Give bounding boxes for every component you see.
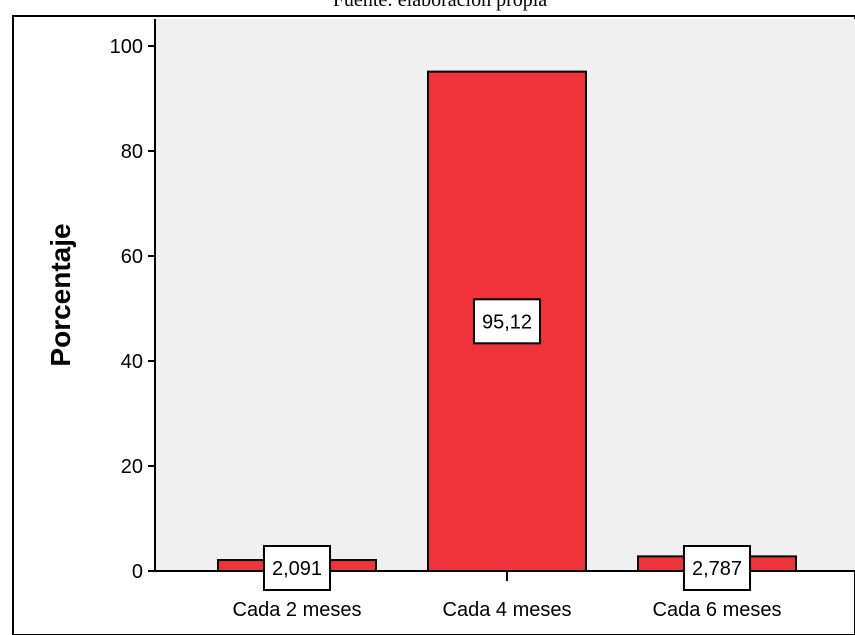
data-label-text: 2,787: [692, 558, 742, 580]
x-tick-label: Cada 2 meses: [233, 599, 362, 621]
x-ticks: Cada 2 meses Cada 4 meses Cada 6 meses: [233, 571, 782, 621]
x-tick-label: Cada 6 meses: [653, 599, 782, 621]
x-tick-label: Cada 4 meses: [443, 599, 572, 621]
y-tick-label: 0: [132, 561, 143, 583]
data-label: 2,091: [262, 545, 332, 591]
data-label-box: [262, 545, 332, 591]
data-label-box: [682, 545, 752, 591]
data-labels: 2,091 95,12 2,787: [262, 298, 752, 591]
y-tick-label: 40: [121, 351, 143, 373]
y-tick-label: 20: [121, 456, 143, 478]
y-ticks: 0 20 40 60 80 100: [110, 36, 155, 583]
y-tick-label: 80: [121, 141, 143, 163]
source-note: Fuente: elaboración propia: [333, 0, 547, 11]
figure-border: [12, 15, 855, 635]
data-label-text: 95,12: [482, 311, 532, 333]
y-tick-label: 100: [110, 36, 143, 58]
y-axis-label: Porcentaje: [45, 223, 76, 366]
data-label-text: 2,091: [272, 558, 322, 580]
y-tick-label: 60: [121, 246, 143, 268]
data-label-box: [472, 298, 542, 345]
data-label: 2,787: [682, 545, 752, 591]
data-label: 95,12: [472, 298, 542, 345]
